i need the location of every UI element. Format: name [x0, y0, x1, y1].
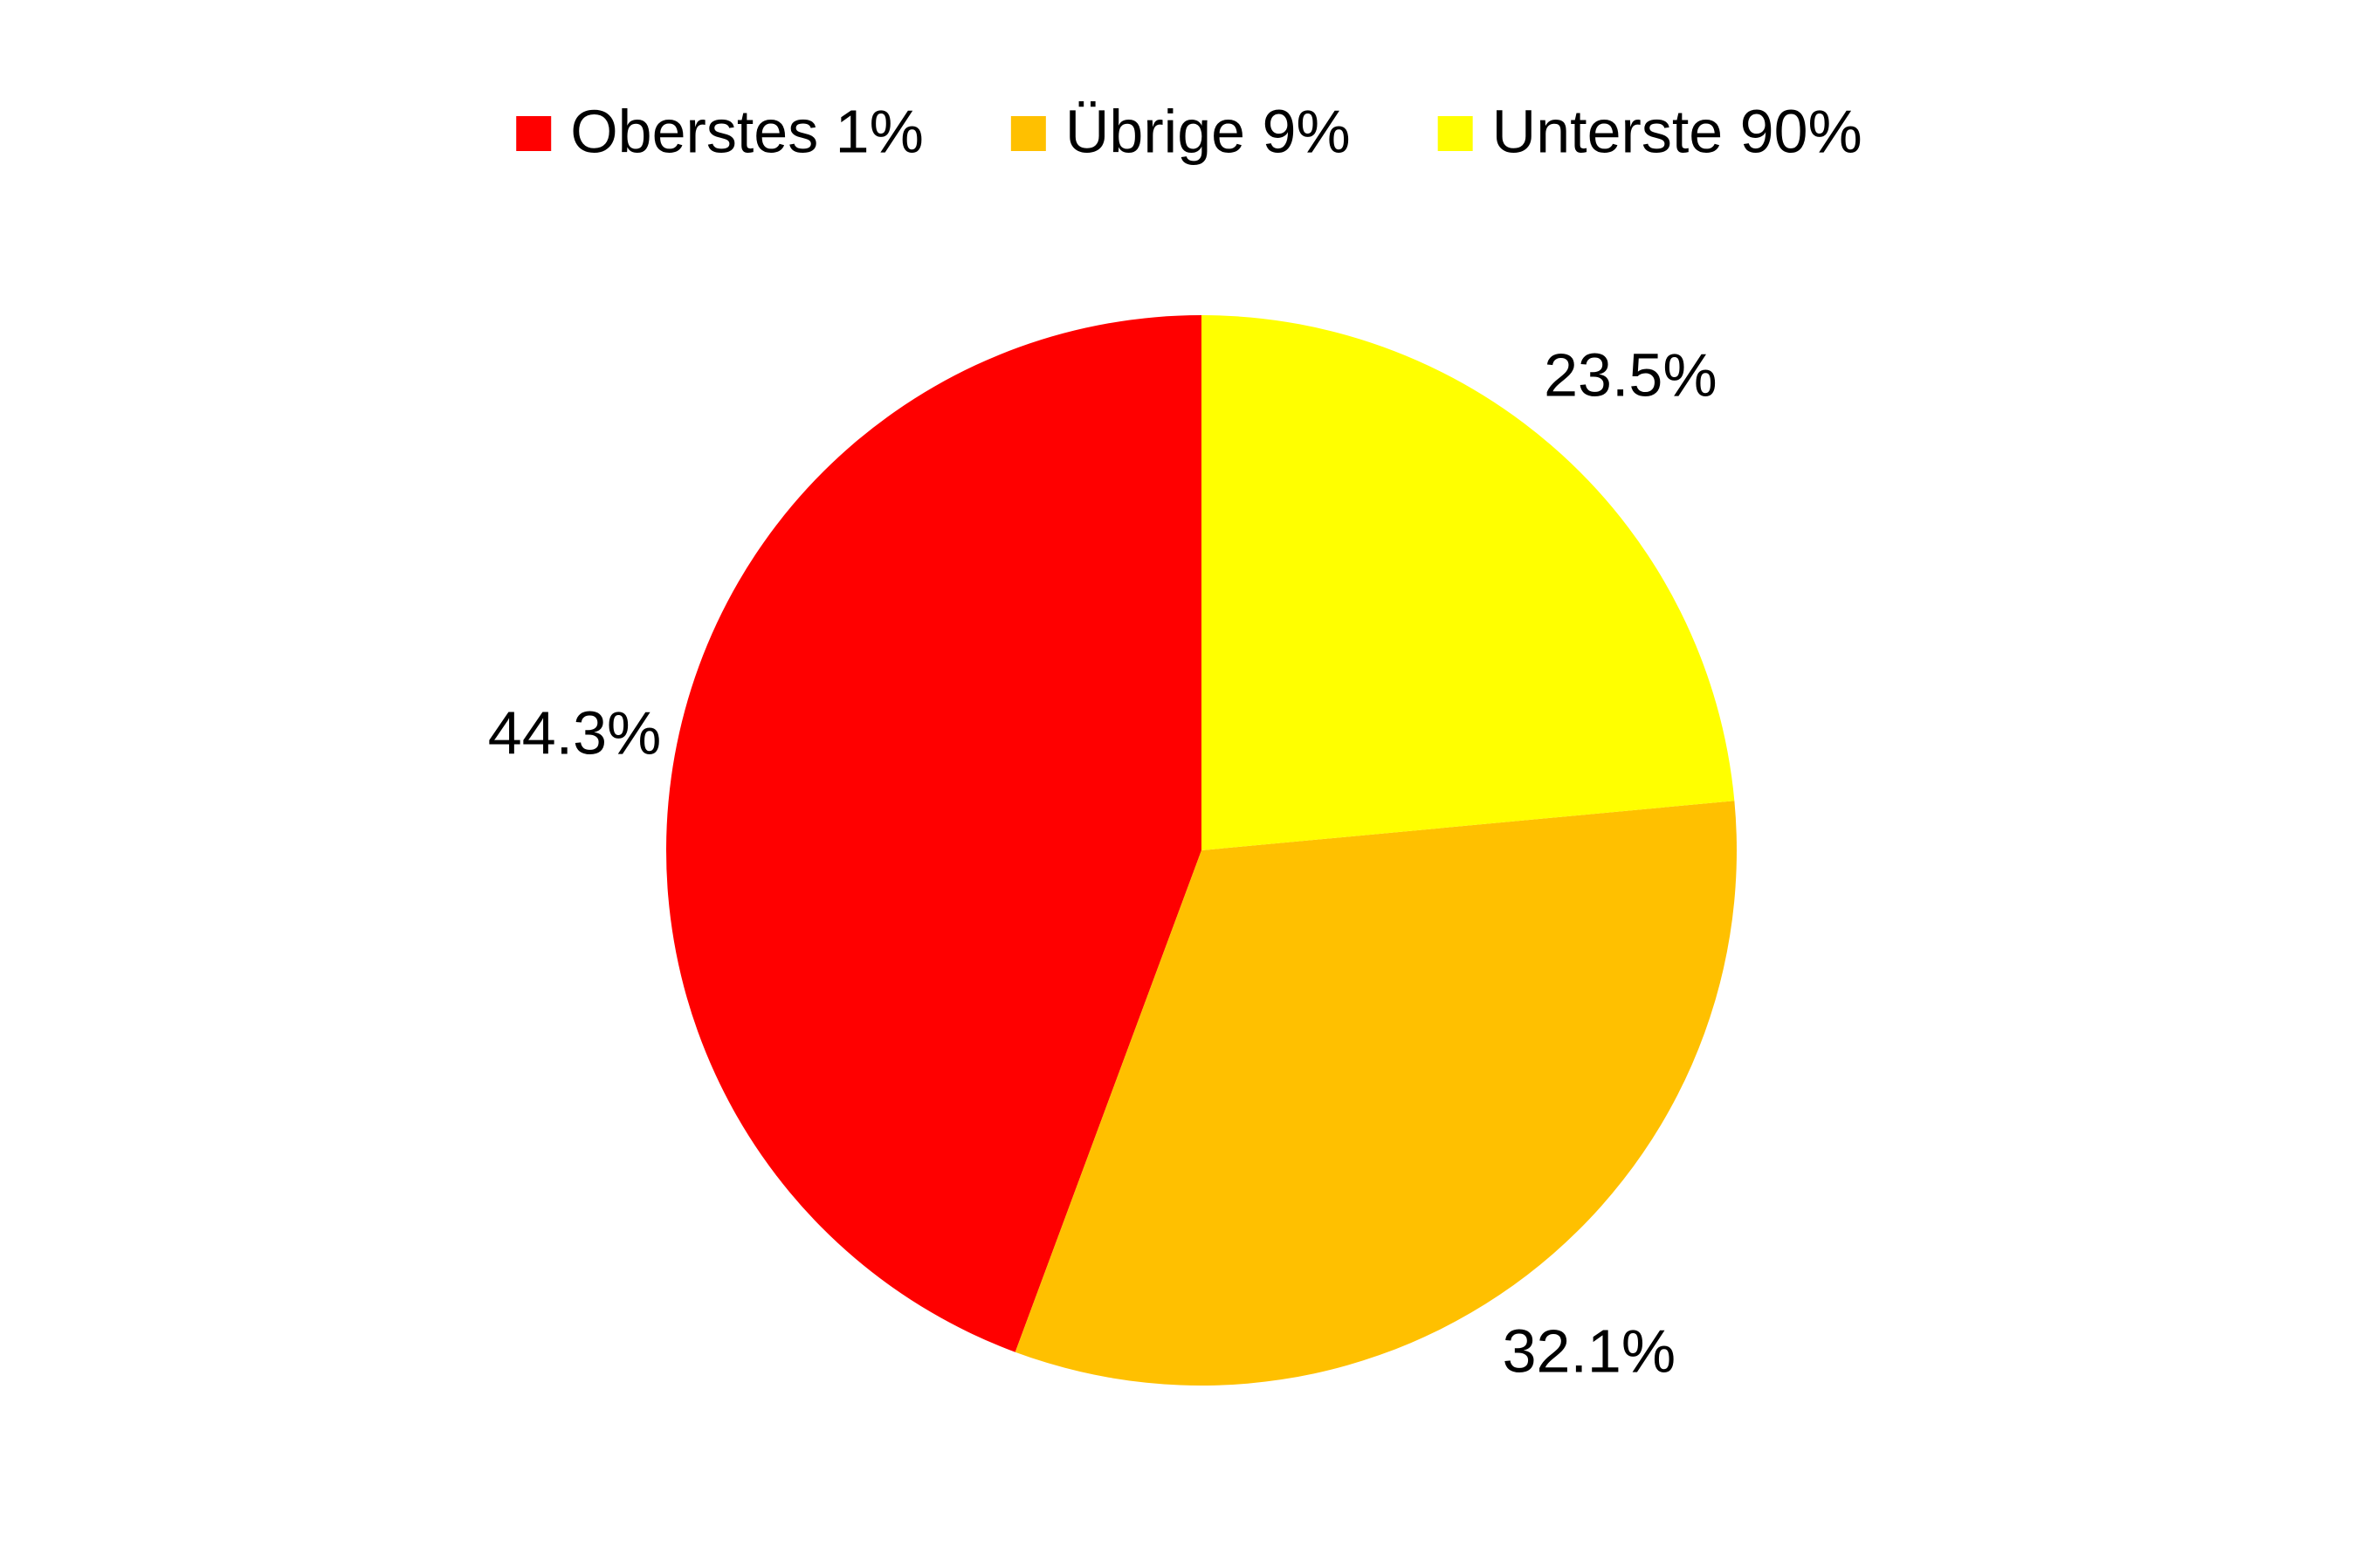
legend-text: Übrige 9% [1065, 97, 1351, 165]
legend-text: Unterste 90% [1492, 97, 1862, 165]
pie-slice [1015, 801, 1738, 1386]
pie-slice [1201, 315, 1735, 850]
value-label: 32.1% [1503, 1317, 1676, 1385]
legend-swatch [516, 116, 552, 151]
legend-swatch [1437, 116, 1473, 151]
value-label: 44.3% [488, 699, 661, 767]
legend: Oberstes 1% Übrige 9% Unterste 90% [516, 97, 1862, 165]
pie-slice [666, 315, 1201, 1352]
value-label: 23.5% [1544, 340, 1717, 409]
legend-text: Oberstes 1% [570, 97, 924, 165]
legend-swatch [1010, 116, 1046, 151]
